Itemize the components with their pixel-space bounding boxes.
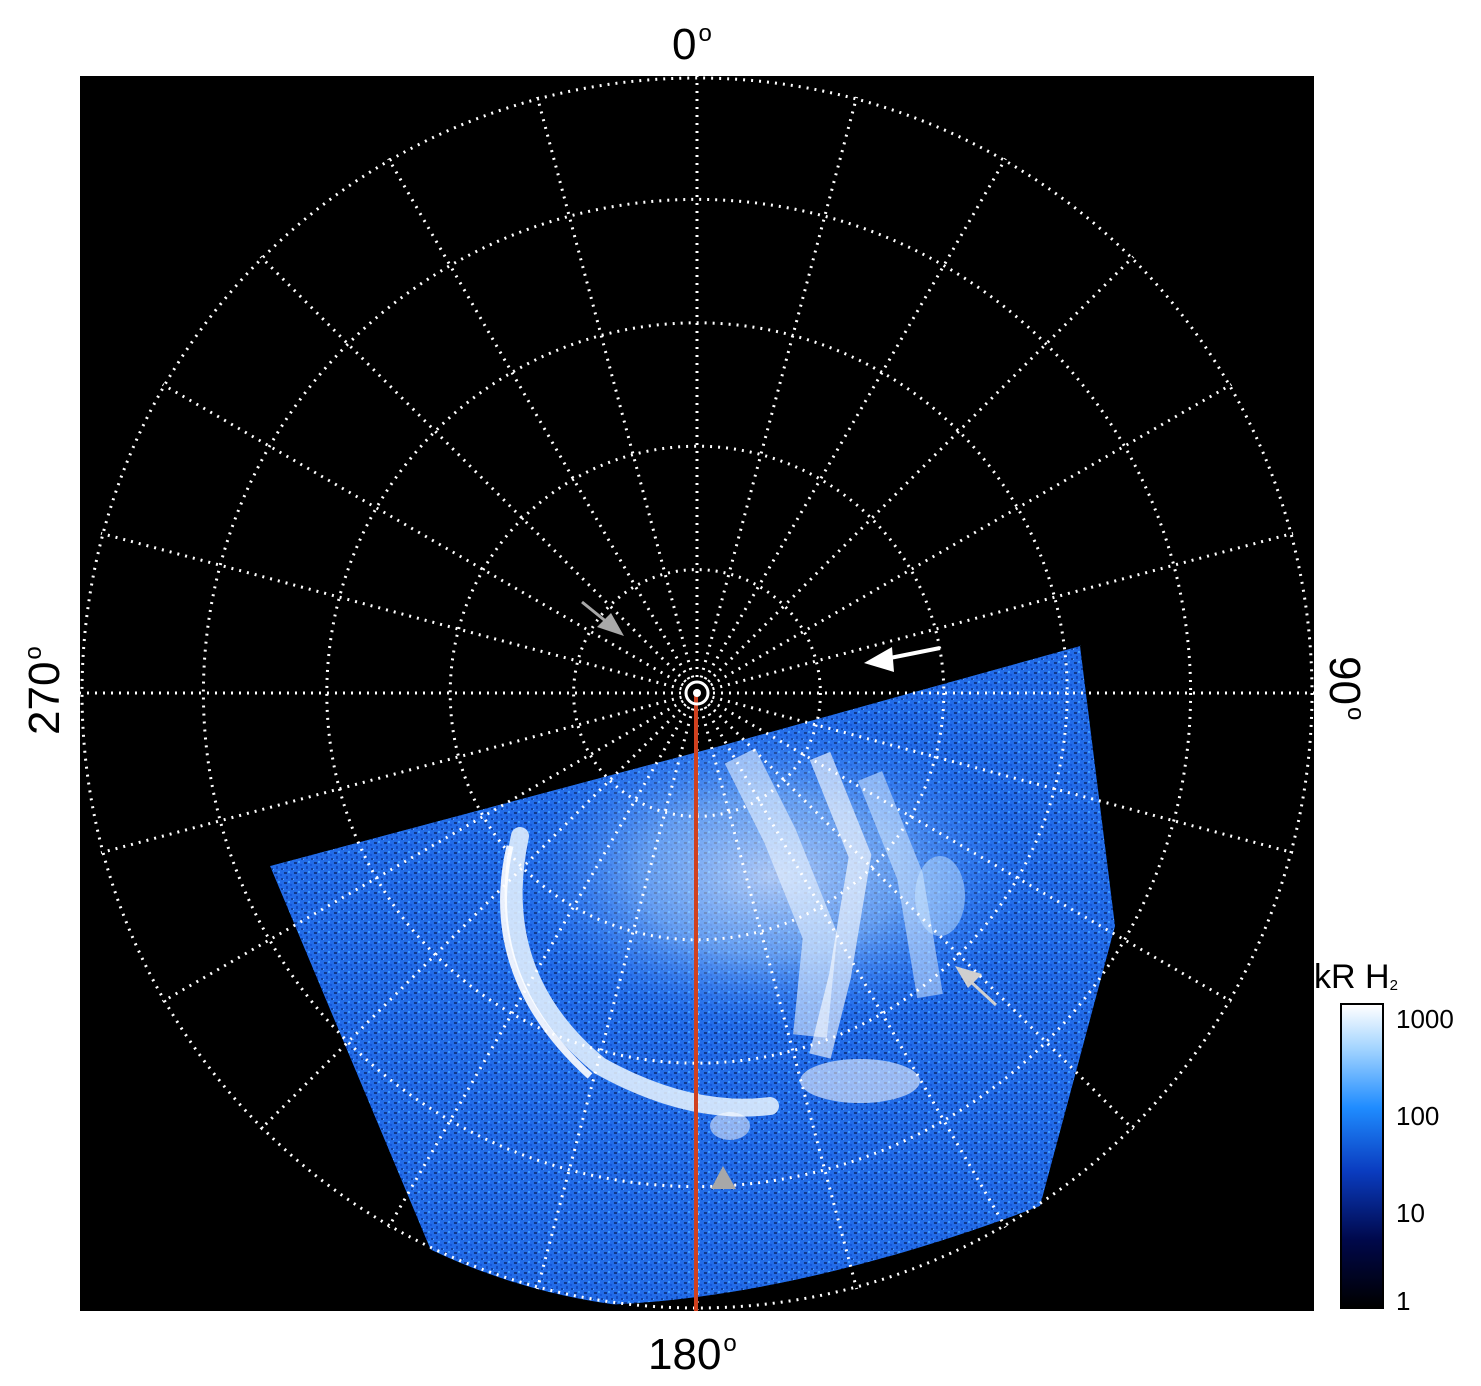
colorbar-tick-1000: 1000 <box>1396 1004 1454 1034</box>
grid-circle <box>80 76 1314 1310</box>
colorbar-title-subscript: 2 <box>1389 977 1398 994</box>
longitude-label-270: 270o <box>20 646 69 735</box>
colorbar-gradient <box>1342 1005 1382 1307</box>
grid-circle <box>201 197 1193 1189</box>
label-value: 270 <box>20 661 69 735</box>
arrow-icon <box>864 646 941 672</box>
label-value: 0 <box>672 20 697 69</box>
auroral-polar-projection <box>80 76 1314 1311</box>
label-value: 180 <box>648 1330 722 1379</box>
longitude-label-90: 90o <box>1320 656 1369 721</box>
polar-image-svg <box>80 76 1314 1311</box>
degree-symbol: o <box>723 1330 737 1357</box>
pole-marker <box>684 680 710 706</box>
label-value: 90 <box>1320 656 1369 705</box>
longitude-label-180: 180o <box>648 1332 737 1377</box>
longitude-label-0: 0o <box>672 22 712 67</box>
degree-symbol: o <box>1342 706 1369 721</box>
grid-circle <box>325 321 1069 1065</box>
colorbar <box>1340 1003 1384 1309</box>
arrow-icon <box>955 966 998 1007</box>
colorbar-title-text: kR H <box>1314 958 1390 996</box>
arrow-icon <box>711 1166 736 1189</box>
main-auroral-oval <box>504 827 779 1117</box>
colorbar-tick-10: 10 <box>1396 1198 1425 1228</box>
colorbar-tick-100: 100 <box>1396 1101 1440 1131</box>
degree-symbol: o <box>698 20 712 47</box>
degree-symbol: o <box>20 646 47 660</box>
arrow-icon <box>581 600 624 636</box>
colorbar-title: kR H2 <box>1314 958 1398 997</box>
colorbar-tick-1: 1 <box>1396 1286 1411 1316</box>
